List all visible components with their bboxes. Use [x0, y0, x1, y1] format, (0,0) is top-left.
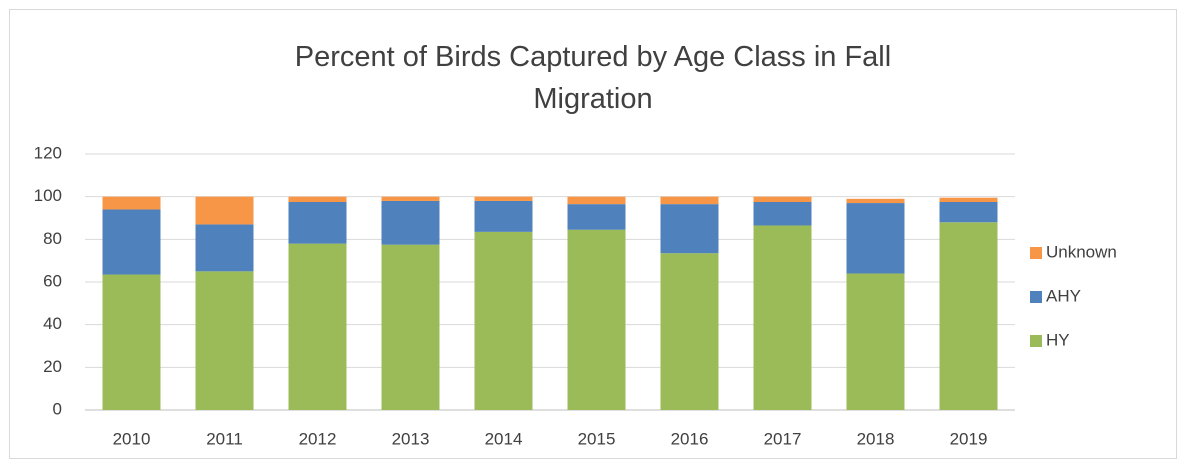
- x-tick-label: 2011: [206, 429, 243, 448]
- bar-segment: [381, 200, 440, 245]
- bar-segment: [195, 196, 254, 225]
- legend-swatch: [1030, 335, 1042, 347]
- bar-segment: [846, 198, 905, 204]
- x-tick-label: 2016: [671, 429, 709, 448]
- bar-segment: [381, 196, 440, 201]
- y-tick-label: 120: [34, 143, 62, 162]
- legend-label: AHY: [1046, 286, 1081, 305]
- bar-segment: [567, 204, 626, 230]
- bar-segment: [474, 196, 533, 201]
- bar-segment: [474, 231, 533, 410]
- chart-border: [9, 9, 1177, 459]
- x-tick-label: 2018: [857, 429, 895, 448]
- bar-segment: [753, 196, 812, 202]
- x-tick-label: 2014: [485, 429, 523, 448]
- bar-segment: [753, 225, 812, 410]
- bar-segment: [195, 271, 254, 410]
- bar-segment: [567, 196, 626, 205]
- bar-segment: [939, 197, 998, 202]
- x-tick-label: 2012: [299, 429, 337, 448]
- legend-label: HY: [1046, 330, 1070, 349]
- bar-segment: [660, 204, 719, 254]
- bar-segment: [660, 196, 719, 205]
- y-tick-label: 20: [43, 357, 62, 376]
- legend-swatch: [1030, 247, 1042, 259]
- y-tick-label: 0: [53, 399, 62, 418]
- bar-segment: [288, 202, 347, 244]
- x-tick-label: 2019: [950, 429, 988, 448]
- bar-segment: [567, 229, 626, 410]
- legend-swatch: [1030, 291, 1042, 303]
- bar-segment: [939, 202, 998, 223]
- bar-segment: [102, 274, 161, 410]
- x-tick-label: 2015: [578, 429, 616, 448]
- bar-segment: [288, 196, 347, 202]
- bar-segment: [288, 243, 347, 410]
- bar-segment: [102, 209, 161, 275]
- bar-segment: [195, 224, 254, 272]
- x-tick-label: 2017: [764, 429, 802, 448]
- bar-segment: [474, 200, 533, 232]
- legend-label: Unknown: [1046, 242, 1117, 261]
- y-tick-label: 100: [34, 186, 62, 205]
- x-tick-label: 2010: [113, 429, 151, 448]
- chart-title: Percent of Birds Captured by Age Class i…: [294, 41, 892, 115]
- bar-segment: [846, 203, 905, 274]
- y-tick-label: 80: [43, 229, 62, 248]
- bar-segment: [753, 202, 812, 226]
- x-tick-label: 2013: [392, 429, 430, 448]
- bar-segment: [102, 196, 161, 210]
- bar-segment: [660, 253, 719, 410]
- y-tick-label: 60: [43, 271, 62, 290]
- bar-segment: [381, 244, 440, 410]
- bar-segment: [846, 273, 905, 410]
- y-tick-label: 40: [43, 314, 62, 333]
- bar-segment: [939, 222, 998, 410]
